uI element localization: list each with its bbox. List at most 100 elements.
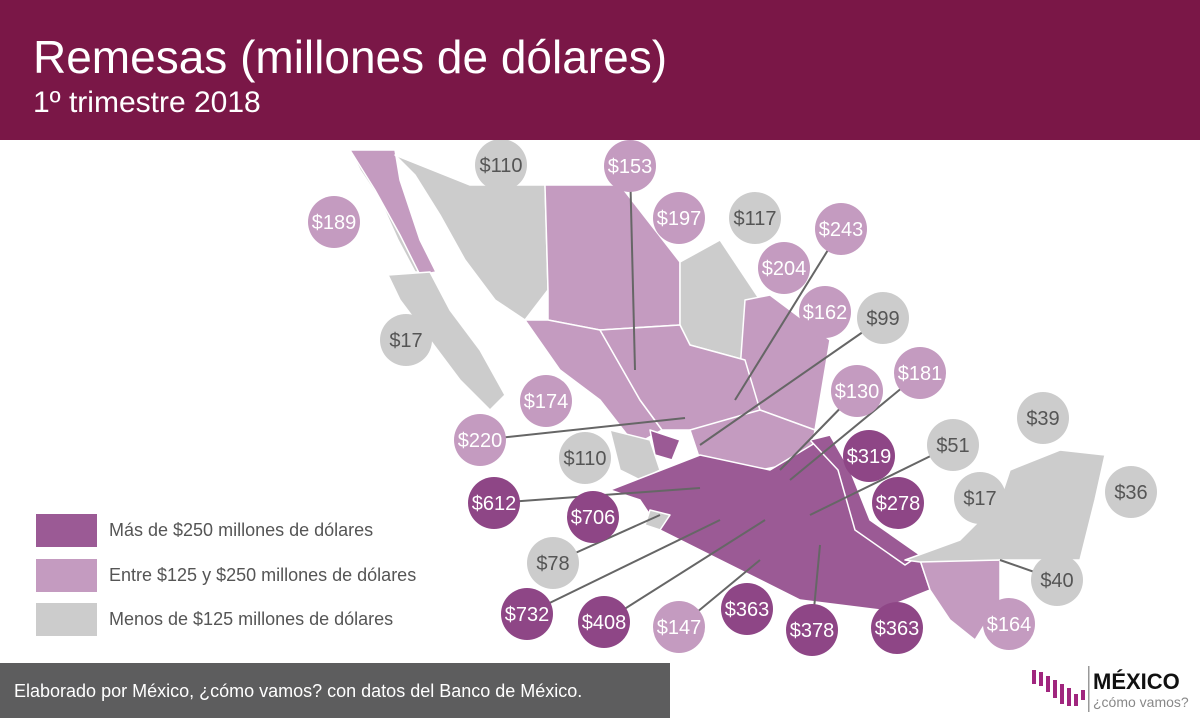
value-bubble: $147 bbox=[653, 601, 705, 653]
legend-label: Más de $250 millones de dólares bbox=[109, 520, 374, 540]
page-title: Remesas (millones de dólares) bbox=[33, 31, 668, 83]
leader-line bbox=[629, 165, 636, 371]
bubble-circle bbox=[729, 192, 781, 244]
bubble-label: $408 bbox=[582, 612, 627, 634]
bubble-circle bbox=[653, 192, 705, 244]
bubble-circle bbox=[468, 477, 520, 529]
bubble-circle bbox=[380, 314, 432, 366]
bubble-label: $147 bbox=[657, 617, 702, 639]
value-bubble: $220 bbox=[454, 414, 506, 466]
bubble-circle bbox=[983, 598, 1035, 650]
value-bubble: $130 bbox=[831, 365, 883, 417]
value-bubble: $17 bbox=[954, 472, 1006, 524]
bubble-label: $78 bbox=[536, 553, 569, 575]
footer-credit: Elaborado por México, ¿cómo vamos? con d… bbox=[0, 663, 670, 718]
legend-label: Entre $125 y $250 millones de dólares bbox=[109, 565, 417, 585]
value-bubble: $706 bbox=[567, 491, 619, 543]
bubble-label: $117 bbox=[733, 208, 776, 230]
bubble-label: $39 bbox=[1026, 408, 1059, 430]
leader-line bbox=[789, 372, 921, 481]
bubble-circle bbox=[872, 477, 924, 529]
bubble-circle bbox=[843, 430, 895, 482]
bubble-circle bbox=[1031, 554, 1083, 606]
logo-icon bbox=[1032, 666, 1090, 712]
value-bubble: $197 bbox=[653, 192, 705, 244]
bubble-label: $17 bbox=[389, 330, 422, 352]
bubble-circle bbox=[721, 583, 773, 635]
value-bubble: $732 bbox=[501, 588, 553, 640]
state-region bbox=[349, 149, 437, 276]
bubble-circle bbox=[857, 292, 909, 344]
value-bubble: $17 bbox=[380, 314, 432, 366]
value-bubble: $40 bbox=[1031, 554, 1083, 606]
bubble-label: $174 bbox=[524, 391, 569, 413]
value-bubble: $78 bbox=[527, 537, 579, 589]
bubble-circle bbox=[871, 602, 923, 654]
bubble-label: $153 bbox=[608, 156, 653, 178]
bubble-circle bbox=[527, 537, 579, 589]
value-bubble: $363 bbox=[721, 583, 773, 635]
value-bubble: $117 bbox=[729, 192, 781, 244]
value-bubble: $278 bbox=[872, 477, 924, 529]
value-bubble: $319 bbox=[843, 430, 895, 482]
page-subtitle: 1º trimestre 2018 bbox=[33, 86, 261, 119]
value-bubble: $164 bbox=[983, 598, 1035, 650]
bubble-circle bbox=[831, 365, 883, 417]
bubble-label: $162 bbox=[803, 302, 848, 324]
bubble-label: $36 bbox=[1114, 482, 1147, 504]
value-bubble: $110 bbox=[475, 140, 527, 191]
value-bubble: $36 bbox=[1105, 466, 1157, 518]
bubble-circle bbox=[454, 414, 506, 466]
header: Remesas (millones de dólares) 1º trimest… bbox=[0, 0, 1200, 140]
bubble-circle bbox=[567, 491, 619, 543]
bubble-label: $319 bbox=[847, 446, 892, 468]
bubble-circle bbox=[799, 286, 851, 338]
value-bubble: $243 bbox=[815, 203, 867, 255]
bubble-circle bbox=[308, 196, 360, 248]
leader-line bbox=[809, 444, 954, 516]
value-bubble: $204 bbox=[758, 242, 810, 294]
bubble-circle bbox=[927, 419, 979, 471]
bubble-circle bbox=[520, 375, 572, 427]
value-bubble: $189 bbox=[308, 196, 360, 248]
leader-line bbox=[734, 228, 842, 401]
logo-name: MÉXICO bbox=[1093, 669, 1180, 694]
bubble-label: $732 bbox=[505, 604, 550, 626]
legend-swatch bbox=[36, 514, 97, 547]
bubble-label: $110 bbox=[563, 448, 606, 470]
bubble-circle bbox=[786, 604, 838, 656]
bubble-label: $17 bbox=[963, 488, 996, 510]
legend-item-low: Menos de $125 millones de dólares bbox=[36, 603, 393, 636]
bubble-label: $197 bbox=[657, 208, 702, 230]
bubble-label: $189 bbox=[312, 212, 357, 234]
value-bubble: $612 bbox=[468, 477, 520, 529]
bubble-label: $40 bbox=[1040, 570, 1073, 592]
bubble-circle bbox=[758, 242, 810, 294]
mexico-map: $110 $153 $189 $197 $117 $243 $204 $162 $99 $17 $1… bbox=[308, 140, 1157, 656]
bubble-circle bbox=[954, 472, 1006, 524]
value-bubble: $363 bbox=[871, 602, 923, 654]
value-bubble: $39 bbox=[1017, 392, 1069, 444]
bubble-label: $220 bbox=[458, 430, 503, 452]
bubble-label: $110 bbox=[479, 155, 522, 177]
legend-swatch bbox=[36, 603, 97, 636]
bubble-label: $706 bbox=[571, 507, 616, 529]
bubble-label: $378 bbox=[790, 620, 835, 642]
bubble-circle bbox=[1017, 392, 1069, 444]
bubble-circle bbox=[894, 347, 946, 399]
bubble-label: $51 bbox=[936, 435, 969, 457]
legend-item-high: Más de $250 millones de dólares bbox=[36, 514, 373, 547]
bubble-label: $164 bbox=[987, 614, 1032, 636]
state-region bbox=[649, 429, 681, 461]
bubble-circle bbox=[1105, 466, 1157, 518]
bubble-circle bbox=[578, 596, 630, 648]
bubble-circle bbox=[653, 601, 705, 653]
value-bubble: $51 bbox=[927, 419, 979, 471]
bubble-label: $181 bbox=[898, 363, 943, 385]
value-bubble: $162 bbox=[799, 286, 851, 338]
bubble-label: $243 bbox=[819, 219, 864, 241]
value-bubble: $110 bbox=[559, 432, 611, 484]
bubble-label: $130 bbox=[835, 381, 880, 403]
value-bubble: $378 bbox=[786, 604, 838, 656]
legend-item-mid: Entre $125 y $250 millones de dólares bbox=[36, 559, 416, 592]
